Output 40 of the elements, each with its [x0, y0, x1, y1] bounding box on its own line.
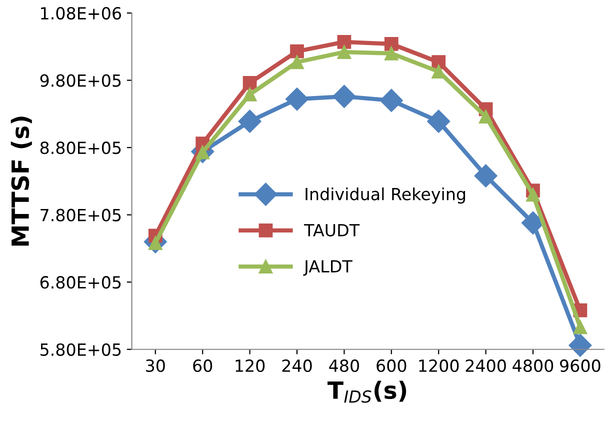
y-tick-label: 9.80E+05	[40, 74, 121, 87]
y-axis-title: MTTSF (s)	[10, 116, 32, 246]
x-tick-label: 120	[236, 359, 265, 372]
point	[332, 84, 356, 108]
point	[384, 46, 398, 60]
point	[478, 110, 493, 124]
point	[474, 164, 498, 188]
x-tick-label: 480	[329, 359, 359, 372]
y-tick-label: 1.08E+06	[41, 6, 122, 20]
point	[526, 188, 540, 202]
point	[238, 110, 262, 133]
y-tick-label: 6.80E+05	[40, 276, 121, 289]
point	[568, 334, 592, 357]
x-tick-label: 30	[146, 359, 165, 372]
point	[242, 87, 257, 102]
x-tick-label: 1200	[419, 359, 459, 372]
x-tick-label: 60	[193, 359, 212, 372]
y-tick-label: 7.80E+05	[40, 208, 121, 222]
point	[290, 55, 304, 70]
y-tick-label: 5.80E+05	[40, 343, 121, 356]
legend-label: TAUDT	[304, 224, 360, 236]
x-tick-label: 4800	[512, 359, 554, 372]
point	[286, 88, 308, 111]
point	[427, 110, 450, 133]
point	[384, 37, 398, 51]
point	[573, 320, 588, 334]
y-tick-label: 8.80E+05	[40, 142, 121, 154]
legend-label: Individual Rekeying	[306, 187, 466, 204]
point	[290, 44, 304, 58]
point	[242, 76, 257, 90]
x-axis-title: T$_{IDS}$(s)	[328, 380, 406, 403]
legend-label: JALDT	[303, 260, 352, 276]
x-tick-label: 600	[376, 359, 406, 372]
point	[337, 45, 352, 59]
point	[432, 55, 446, 70]
point	[337, 35, 352, 49]
x-tick-label: 240	[282, 359, 312, 372]
point	[380, 88, 403, 112]
x-tick-label: 9600	[560, 359, 600, 372]
x-tick-label: 2400	[466, 359, 506, 372]
